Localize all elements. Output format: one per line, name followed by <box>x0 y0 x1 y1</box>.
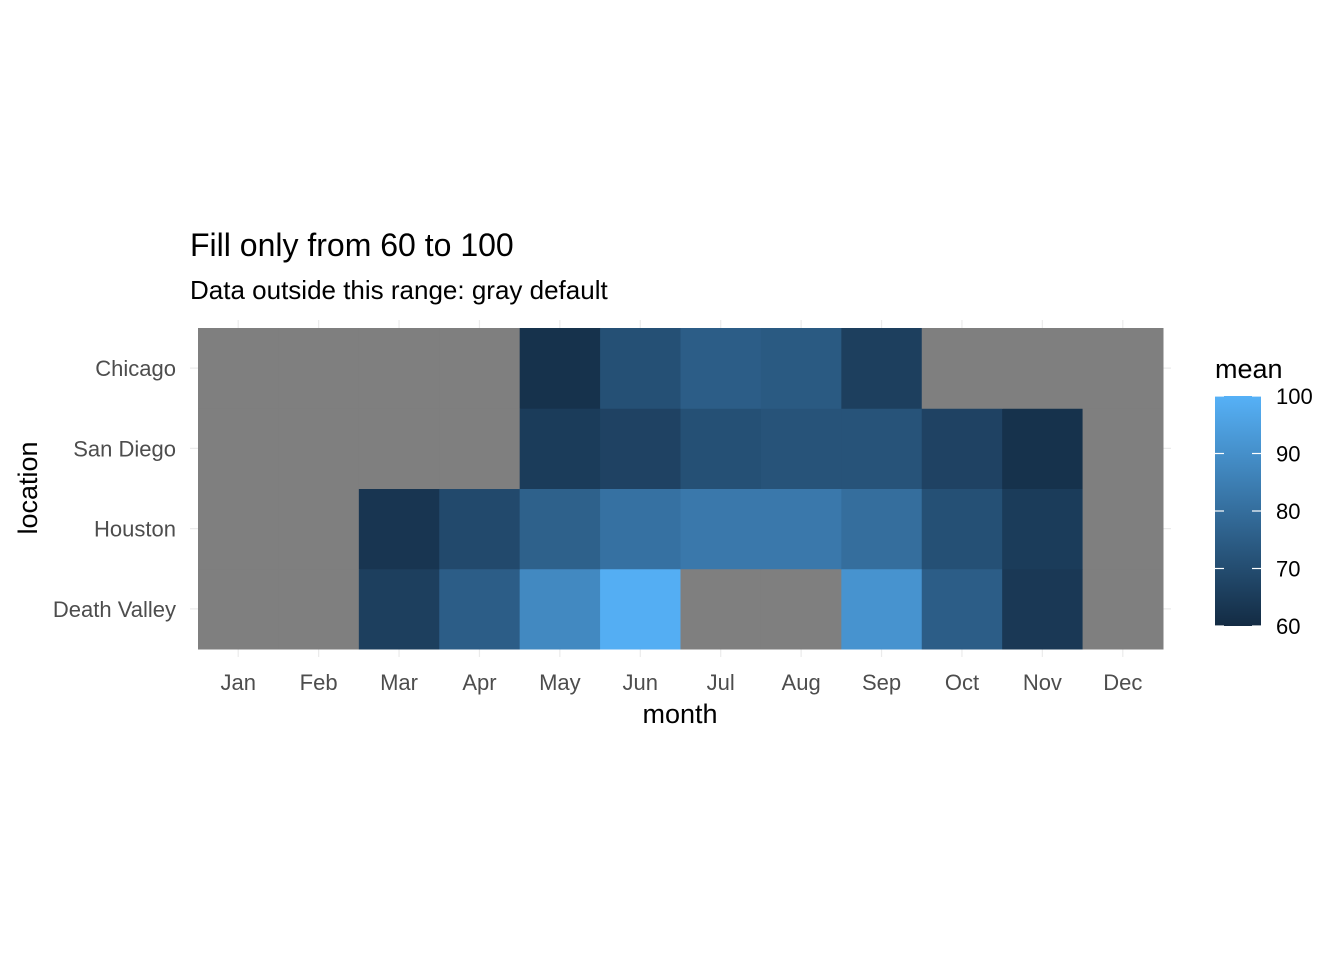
heatmap-cell <box>1082 328 1164 409</box>
heatmap-cell <box>358 488 440 570</box>
heatmap-cells <box>198 328 1164 650</box>
x-tick-label: Apr <box>462 670 496 695</box>
heatmap-cell <box>358 408 440 489</box>
legend-title: mean <box>1215 354 1283 384</box>
x-tick-label: Jun <box>623 670 658 695</box>
heatmap-cell <box>600 488 681 570</box>
heatmap-cell <box>439 328 521 409</box>
heatmap-cell <box>519 408 601 489</box>
heatmap-cell <box>519 488 601 570</box>
legend-label: 100 <box>1276 384 1313 409</box>
heatmap-cell <box>1082 568 1164 650</box>
heatmap-cell <box>358 568 440 650</box>
heatmap-cell <box>921 488 1003 570</box>
heatmap-cell <box>600 408 681 489</box>
x-tick-label: Sep <box>862 670 901 695</box>
heatmap-cell <box>1002 568 1084 650</box>
x-axis-ticks: Jan Feb Mar Apr May Jun Jul Aug Sep Oct Nov Dec <box>220 670 1142 695</box>
heatmap-cell <box>439 408 521 489</box>
heatmap-cell <box>1082 408 1164 489</box>
legend-label: 80 <box>1276 499 1300 524</box>
x-tick-label: Jul <box>707 670 735 695</box>
x-tick-label: Oct <box>945 670 979 695</box>
x-tick-label: Jan <box>220 670 255 695</box>
heatmap-cell <box>921 568 1003 650</box>
heatmap-cell <box>278 328 360 409</box>
chart-subtitle: Data outside this range: gray default <box>190 275 608 305</box>
heatmap-cell <box>358 328 440 409</box>
heatmap-cell <box>519 328 601 409</box>
heatmap-cell <box>921 408 1003 489</box>
y-tick-label: Chicago <box>95 356 176 381</box>
y-axis-ticks: Death Valley Houston San Diego Chicago <box>53 356 176 622</box>
heatmap-cell <box>278 488 360 570</box>
y-axis-title: location <box>13 441 43 534</box>
x-tick-label: Aug <box>782 670 821 695</box>
x-tick-label: Feb <box>300 670 338 695</box>
heatmap-cell <box>760 328 842 409</box>
x-tick-label: Dec <box>1103 670 1142 695</box>
heatmap-cell <box>1002 408 1084 489</box>
x-tick-label: Nov <box>1023 670 1062 695</box>
heatmap-cell <box>841 328 923 409</box>
heatmap-cell <box>198 328 279 409</box>
x-tick-label: May <box>539 670 581 695</box>
heatmap-cell <box>841 408 923 489</box>
chart-title: Fill only from 60 to 100 <box>190 227 514 263</box>
heatmap-cell <box>841 488 923 570</box>
heatmap-cell <box>841 568 923 650</box>
heatmap-cell <box>278 568 360 650</box>
heatmap-cell <box>680 488 762 570</box>
y-tick-label: Houston <box>94 517 176 542</box>
heatmap-cell <box>198 488 279 570</box>
heatmap-cell <box>439 488 521 570</box>
heatmap-cell <box>680 568 762 650</box>
heatmap-cell <box>600 568 681 650</box>
legend-label: 90 <box>1276 442 1300 467</box>
heatmap-cell <box>519 568 601 650</box>
heatmap-cell <box>680 408 762 489</box>
x-axis-title: month <box>642 699 717 729</box>
legend: mean 100 90 80 70 60 <box>1215 354 1313 639</box>
heatmap-cell <box>600 328 681 409</box>
legend-label: 70 <box>1276 557 1300 582</box>
heatmap-cell <box>1002 488 1084 570</box>
heatmap-cell <box>198 408 279 489</box>
heatmap-cell <box>760 488 842 570</box>
legend-label: 60 <box>1276 614 1300 639</box>
y-tick-label: San Diego <box>73 436 176 461</box>
heatmap-cell <box>680 328 762 409</box>
heatmap-cell <box>921 328 1003 409</box>
heatmap-cell <box>278 408 360 489</box>
y-tick-label: Death Valley <box>53 597 176 622</box>
heatmap-cell <box>198 568 279 650</box>
heatmap-cell <box>760 568 842 650</box>
heatmap-cell <box>1002 328 1084 409</box>
legend-ticks: 100 90 80 70 60 <box>1215 384 1313 639</box>
heatmap-cell <box>439 568 521 650</box>
heatmap-cell <box>760 408 842 489</box>
heatmap-cell <box>1082 488 1164 570</box>
x-tick-label: Mar <box>380 670 418 695</box>
